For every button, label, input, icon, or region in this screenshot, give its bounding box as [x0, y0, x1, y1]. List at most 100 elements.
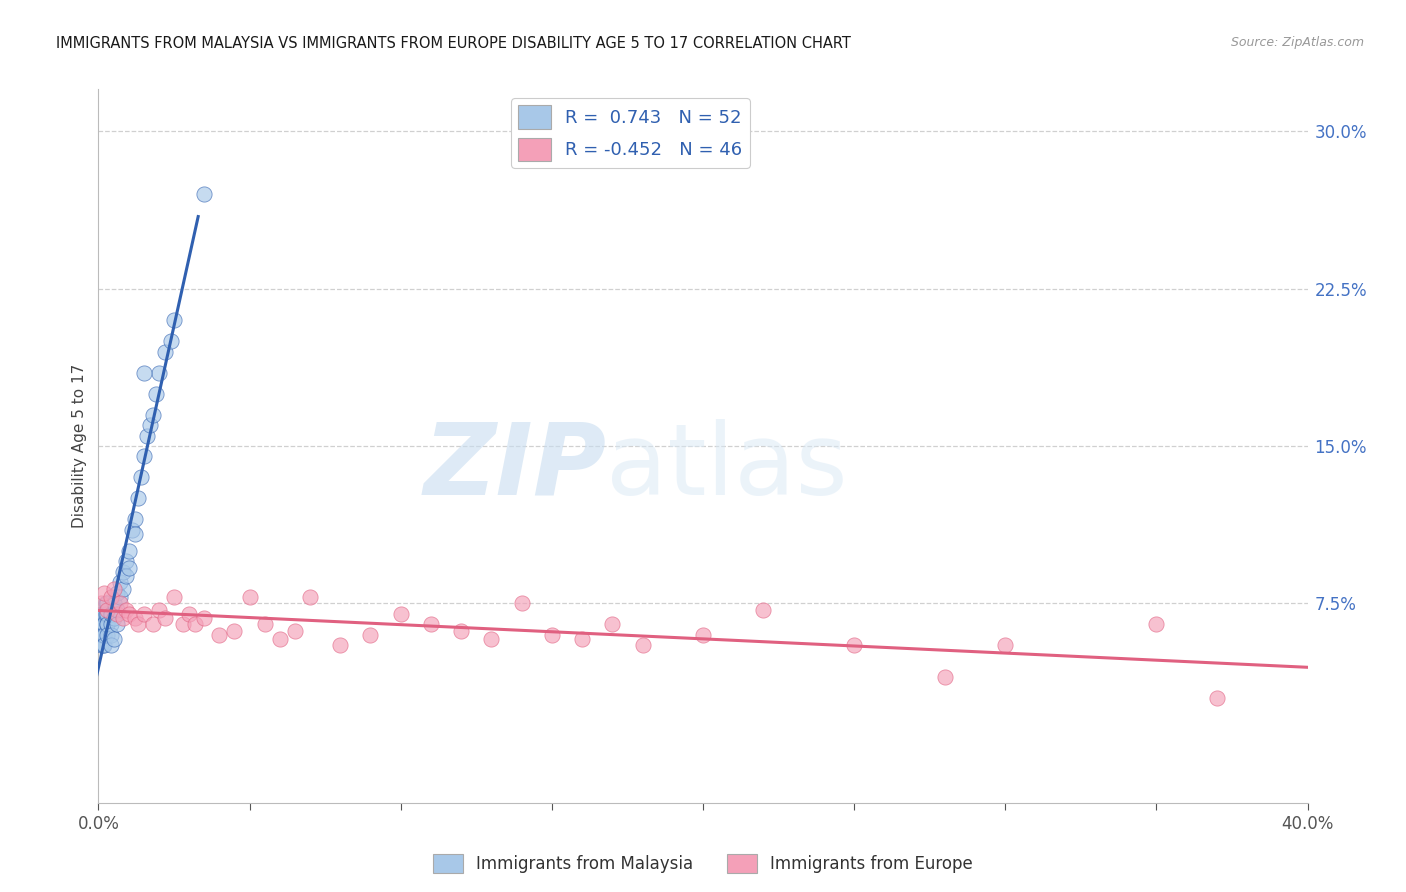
Point: [111, 582, 134, 596]
Point: [142, 617, 165, 632]
Point: [96, 607, 118, 621]
Point: [148, 366, 170, 380]
Point: [208, 628, 231, 642]
Point: [163, 313, 186, 327]
Point: [193, 611, 215, 625]
Point: [100, 628, 122, 642]
Point: [124, 611, 146, 625]
Point: [100, 607, 122, 621]
Point: [105, 617, 128, 632]
Point: [135, 428, 157, 442]
Point: [114, 554, 136, 568]
Point: [844, 639, 866, 653]
Point: [420, 617, 443, 632]
Point: [100, 639, 122, 653]
Point: [90, 639, 112, 653]
Point: [389, 607, 412, 621]
Point: [105, 607, 128, 621]
Legend: Immigrants from Malaysia, Immigrants from Europe: Immigrants from Malaysia, Immigrants fro…: [426, 847, 980, 880]
Point: [1144, 617, 1167, 632]
Point: [111, 611, 134, 625]
Point: [103, 611, 125, 625]
Point: [299, 590, 322, 604]
Point: [93, 639, 115, 653]
Point: [91, 628, 114, 642]
Point: [571, 632, 593, 646]
Point: [631, 639, 654, 653]
Point: [127, 617, 149, 632]
Point: [450, 624, 472, 638]
Point: [100, 590, 122, 604]
Point: [114, 603, 136, 617]
Point: [153, 611, 176, 625]
Point: [91, 639, 114, 653]
Text: Source: ZipAtlas.com: Source: ZipAtlas.com: [1230, 36, 1364, 49]
Point: [132, 366, 155, 380]
Point: [253, 617, 276, 632]
Point: [121, 523, 143, 537]
Point: [132, 607, 155, 621]
Point: [153, 344, 176, 359]
Point: [96, 596, 118, 610]
Point: [103, 596, 125, 610]
Point: [118, 544, 141, 558]
Point: [108, 575, 131, 590]
Point: [94, 607, 117, 621]
Point: [105, 586, 128, 600]
Point: [124, 527, 146, 541]
Point: [179, 607, 201, 621]
Text: ZIP: ZIP: [423, 419, 606, 516]
Point: [93, 628, 115, 642]
Point: [481, 632, 503, 646]
Point: [692, 628, 714, 642]
Point: [160, 334, 183, 348]
Point: [93, 586, 115, 600]
Point: [284, 624, 307, 638]
Point: [360, 628, 382, 642]
Point: [127, 491, 149, 506]
Point: [93, 607, 115, 621]
Point: [96, 617, 118, 632]
Text: IMMIGRANTS FROM MALAYSIA VS IMMIGRANTS FROM EUROPE DISABILITY AGE 5 TO 17 CORREL: IMMIGRANTS FROM MALAYSIA VS IMMIGRANTS F…: [56, 36, 851, 51]
Point: [103, 632, 125, 646]
Point: [129, 470, 152, 484]
Point: [124, 512, 146, 526]
Text: atlas: atlas: [606, 419, 848, 516]
Point: [239, 590, 262, 604]
Point: [132, 450, 155, 464]
Point: [91, 607, 114, 621]
Point: [139, 417, 162, 432]
Point: [93, 617, 115, 632]
Y-axis label: Disability Age 5 to 17: Disability Age 5 to 17: [72, 364, 87, 528]
Point: [934, 670, 956, 684]
Point: [752, 603, 775, 617]
Point: [114, 569, 136, 583]
Point: [108, 596, 131, 610]
Point: [96, 603, 118, 617]
Point: [90, 617, 112, 632]
Point: [1206, 690, 1229, 705]
Point: [193, 187, 215, 202]
Point: [602, 617, 624, 632]
Point: [145, 386, 167, 401]
Point: [163, 590, 186, 604]
Point: [142, 408, 165, 422]
Point: [184, 617, 207, 632]
Point: [118, 607, 141, 621]
Point: [100, 617, 122, 632]
Point: [148, 603, 170, 617]
Point: [96, 628, 118, 642]
Point: [540, 628, 562, 642]
Point: [224, 624, 246, 638]
Point: [118, 560, 141, 574]
Point: [108, 590, 131, 604]
Point: [105, 603, 128, 617]
Point: [994, 639, 1017, 653]
Point: [90, 596, 112, 610]
Point: [96, 617, 118, 632]
Point: [269, 632, 291, 646]
Point: [89, 617, 111, 632]
Point: [111, 565, 134, 579]
Point: [103, 582, 125, 596]
Point: [90, 628, 112, 642]
